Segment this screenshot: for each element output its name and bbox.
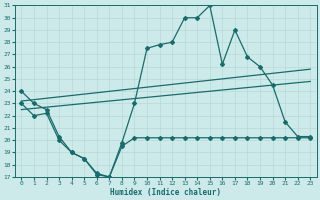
X-axis label: Humidex (Indice chaleur): Humidex (Indice chaleur) — [110, 188, 221, 197]
